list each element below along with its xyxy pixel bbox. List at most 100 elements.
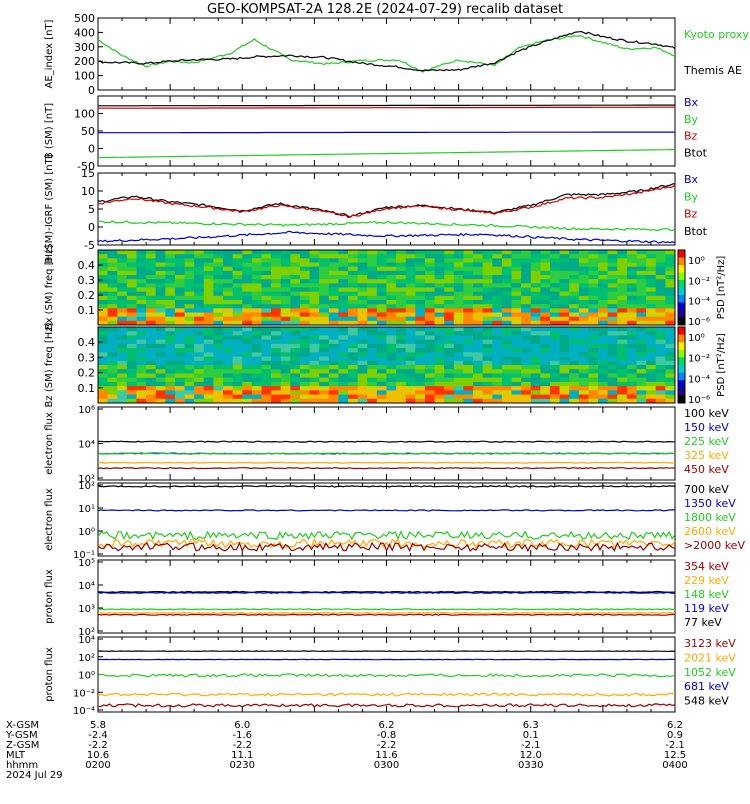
spectrogram-cell <box>588 357 598 362</box>
spectrogram-cell <box>204 344 214 349</box>
spectrogram-cell <box>608 335 618 340</box>
spectrogram-cell <box>502 271 512 276</box>
spectrogram-cell <box>646 335 656 340</box>
spectrogram-cell <box>656 382 666 387</box>
spectrogram-cell <box>588 369 598 374</box>
spectrogram-cell <box>194 275 204 280</box>
spectrogram-cell <box>492 382 502 387</box>
spectrogram-cell <box>444 395 454 400</box>
spectrogram-cell <box>387 279 397 284</box>
spectrogram-cell <box>550 382 560 387</box>
spectrogram-cell <box>492 300 502 305</box>
spectrogram-cell <box>271 296 281 301</box>
spectrogram-cell <box>637 395 647 400</box>
spectrogram-cell <box>98 361 108 366</box>
spectrogram-cell <box>463 263 473 268</box>
spectrogram-cell <box>598 288 608 293</box>
spectrogram-cell <box>396 378 406 383</box>
spectrogram-cell <box>367 300 377 305</box>
spectrogram-cell <box>108 395 118 400</box>
spectrogram-cell <box>156 313 166 318</box>
spectrogram-cell <box>608 250 618 255</box>
ylabel-bsm: B (SM) [nT] <box>44 103 55 159</box>
spectrogram-cell <box>108 288 118 293</box>
ytick-label-bsm: 100 <box>74 108 95 121</box>
spectrogram-cell <box>569 352 579 357</box>
spectrogram-cell <box>637 267 647 272</box>
spectrogram-cell <box>223 250 233 255</box>
spectrogram-cell <box>213 279 223 284</box>
spectrogram-cell <box>156 352 166 357</box>
spectrogram-cell <box>194 344 204 349</box>
spectrogram-cell <box>512 292 522 297</box>
spectrogram-cell <box>223 275 233 280</box>
spectrogram-cell <box>579 390 589 395</box>
spectrogram-cell <box>473 331 483 336</box>
spectrogram-cell <box>194 395 204 400</box>
spectrogram-cell <box>444 275 454 280</box>
spectrogram-cell <box>338 361 348 366</box>
spectrogram-cell <box>598 357 608 362</box>
spectrogram-cell <box>310 308 320 313</box>
spectrogram-cell <box>598 254 608 259</box>
spectrogram-cell <box>560 283 570 288</box>
spectrogram-cell <box>560 308 570 313</box>
spectrogram-cell <box>512 288 522 293</box>
spectrogram-cell <box>233 304 243 309</box>
spectrogram-cell <box>281 279 291 284</box>
spectrogram-cell <box>281 373 291 378</box>
spectrogram-cell <box>165 348 175 353</box>
spectrogram-cell <box>127 283 137 288</box>
spectrogram-cell <box>463 365 473 370</box>
spectrogram-cell <box>425 254 435 259</box>
spectrogram-cell <box>281 313 291 318</box>
spectrogram-cell <box>175 378 185 383</box>
spectrogram-cell <box>512 390 522 395</box>
spectrogram-cell <box>588 267 598 272</box>
spectrogram-cell <box>223 271 233 276</box>
spectrogram-cell <box>444 357 454 362</box>
spectrogram-cell <box>281 369 291 374</box>
spectrogram-cell <box>146 365 156 370</box>
spectrogram-cell <box>108 378 118 383</box>
legend-entry-eflux1: 100 keV <box>684 407 729 420</box>
spectrogram-cell <box>387 390 397 395</box>
spectrogram-cell <box>338 352 348 357</box>
spectrogram-cell <box>608 313 618 318</box>
spectrogram-cell <box>454 267 464 272</box>
ytick-label-ae: 100 <box>74 70 95 83</box>
spectrogram-cell <box>454 254 464 259</box>
spectrogram-cell <box>127 327 137 332</box>
spectrogram-cell <box>252 386 262 391</box>
spectrogram-cell <box>185 254 195 259</box>
spectrogram-cell <box>550 390 560 395</box>
spectrogram-cell <box>233 395 243 400</box>
spectrogram-cell <box>156 340 166 345</box>
spectrogram-cell <box>185 288 195 293</box>
spectrogram-cell <box>560 263 570 268</box>
spectrogram-cell <box>598 308 608 313</box>
spectrogram-cell <box>550 386 560 391</box>
spectrogram-cell <box>656 365 666 370</box>
spectrogram-cell <box>617 340 627 345</box>
spectrogram-cell <box>627 271 637 276</box>
legend-entry-pflux2: 1052 keV <box>684 666 736 679</box>
colorbar-segment <box>678 357 685 365</box>
spectrogram-cell <box>233 267 243 272</box>
spectrogram-cell <box>252 267 262 272</box>
spectrogram-cell <box>261 344 271 349</box>
spectrogram-cell <box>329 395 339 400</box>
series-line-pflux1 <box>98 613 675 614</box>
spectrogram-cell <box>463 275 473 280</box>
spectrogram-cell <box>290 275 300 280</box>
ytick-label-pflux2: 10⁻⁴ <box>73 706 95 717</box>
spectrogram-cell <box>300 275 310 280</box>
spectrogram-cell <box>194 296 204 301</box>
spectrogram-cell <box>569 313 579 318</box>
spectrogram-cell <box>598 313 608 318</box>
time-axis-value: 0330 <box>518 760 543 771</box>
spectrogram-cell <box>194 308 204 313</box>
spectrogram-cell <box>415 283 425 288</box>
spectrogram-cell <box>454 390 464 395</box>
spectrogram-cell <box>310 271 320 276</box>
